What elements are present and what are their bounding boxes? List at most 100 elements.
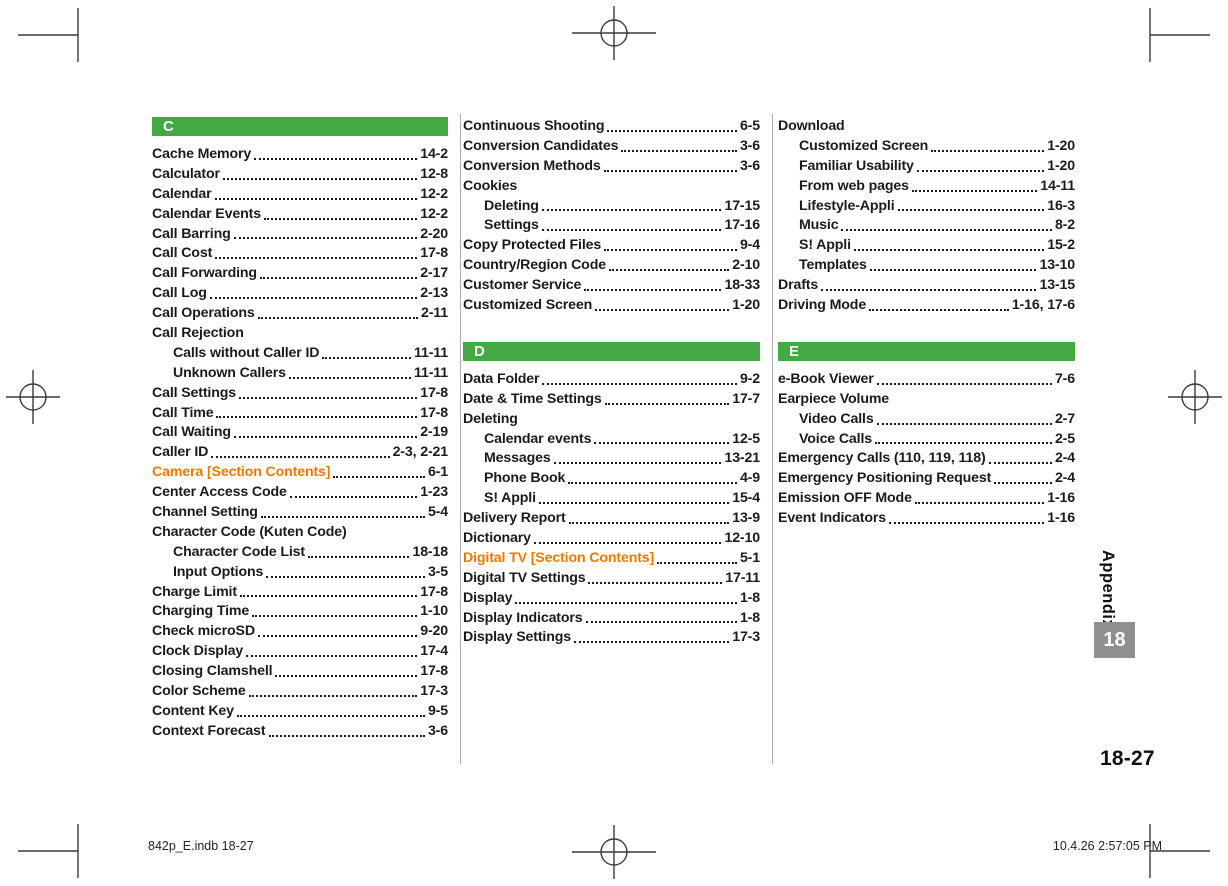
index-entry-label: Emission OFF Mode	[778, 490, 912, 507]
index-entry-page: 17-8	[420, 583, 448, 600]
index-entry-page: 17-8	[420, 384, 448, 401]
index-entry: From web pages 14-11	[778, 177, 1075, 197]
index-entry-page: 3-6	[739, 137, 760, 154]
dot-leader	[236, 384, 420, 404]
index-entry-page: 17-3	[732, 629, 760, 646]
index-entry-page: 16-3	[1047, 197, 1075, 214]
index-entry-page: 2-4	[1054, 450, 1075, 467]
dot-leader	[914, 157, 1047, 177]
index-entry-page: 17-4	[420, 643, 448, 660]
index-entry: Customer Service 18-33	[463, 276, 760, 296]
index-entry: Call Waiting 2-19	[152, 423, 448, 443]
index-entry: Charge Limit 17-8	[152, 583, 448, 603]
dot-leader	[258, 503, 428, 523]
dot-leader	[539, 370, 740, 390]
dot-leader	[213, 404, 420, 424]
index-entry: S! Appli 15-4	[463, 489, 760, 509]
column-divider	[460, 114, 461, 764]
index-entry-label: Date & Time Settings	[463, 390, 602, 407]
index-entry-page: 14-2	[420, 146, 448, 162]
index-entry: Data Folder 9-2	[463, 370, 760, 390]
index-entry-page: 9-2	[739, 370, 760, 387]
index-entry: Deleting	[463, 410, 760, 430]
dot-leader	[581, 276, 724, 296]
section-header-d: D	[463, 341, 760, 361]
index-entry: Phone Book 4-9	[463, 469, 760, 489]
index-entry-label: Context Forecast	[152, 722, 266, 739]
index-entry: Display Settings 17-3	[463, 628, 760, 648]
dot-leader	[536, 489, 732, 509]
index-entry-page: 7-6	[1054, 370, 1075, 387]
index-entry-label: Charge Limit	[152, 583, 237, 600]
dot-leader	[319, 344, 414, 364]
index-entry-label: Character Code List	[173, 543, 305, 560]
index-entry-label: Digital TV Settings	[463, 569, 586, 586]
index-entry-label: Familiar Usability	[799, 157, 914, 174]
index-entry: Voice Calls 2-5	[778, 430, 1075, 450]
index-entry-label: Phone Book	[484, 470, 566, 487]
dot-leader	[257, 264, 420, 284]
dot-leader	[867, 256, 1040, 276]
index-entry-label: Call Forwarding	[152, 265, 257, 282]
dot-leader	[909, 177, 1040, 197]
index-entry: Check microSD 9-20	[152, 622, 448, 642]
index-entry-label: Display Indicators	[463, 609, 583, 626]
index-entry: Dictionary 12-10	[463, 529, 760, 549]
index-entry: Caller ID 2-3, 2-21	[152, 443, 448, 463]
dot-leader	[539, 197, 725, 217]
index-entry-label: Call Operations	[152, 305, 255, 322]
index-entry: Call Time 17-8	[152, 404, 448, 424]
index-entry-label: Dictionary	[463, 530, 531, 547]
section-header-letter: D	[474, 342, 485, 360]
dot-leader	[243, 642, 420, 662]
index-entry-page: 17-3	[420, 683, 448, 700]
index-entry-label: Display Settings	[463, 629, 571, 646]
index-entry: Settings 17-16	[463, 216, 760, 236]
index-entry-label: Call Cost	[152, 245, 213, 262]
index-entry-page: 15-2	[1047, 237, 1075, 254]
index-entry-label: S! Appli	[484, 490, 536, 507]
index-entry-page: 2-11	[420, 305, 448, 322]
footer-file-name: 842p_E.indb 18-27	[148, 839, 254, 853]
dot-leader	[866, 296, 1012, 316]
index-entry-page: 9-20	[420, 623, 448, 640]
index-entry-label: Video Calls	[799, 410, 874, 427]
index-entry: Cache Memory 14-2	[152, 145, 448, 165]
index-entry-label: Customized Screen	[463, 297, 593, 314]
index-entry-label: Customer Service	[463, 277, 582, 294]
index-entry-label: Delivery Report	[463, 510, 566, 527]
index-entry: Charging Time 1-10	[152, 602, 448, 622]
index-entry-label: Channel Setting	[152, 504, 258, 521]
index-entry: Calls without Caller ID 11-11	[152, 344, 448, 364]
index-entry: Context Forecast 3-6	[152, 722, 448, 742]
index-entry-page: 4-9	[739, 470, 760, 487]
index-entry: Customized Screen 1-20	[463, 296, 760, 316]
index-entry: Deleting 17-15	[463, 197, 760, 217]
dot-leader	[991, 469, 1055, 489]
index-entry-label: Cache Memory	[152, 146, 252, 162]
index-entry-page: 1-20	[1047, 137, 1075, 154]
crop-mark-top-right	[1149, 8, 1210, 62]
index-entry-label: Earpiece Volume	[778, 390, 890, 407]
index-entry-page: 8-2	[1054, 217, 1075, 234]
index-entry: Lifestyle-Appli 16-3	[778, 197, 1075, 217]
index-entry-page: 17-16	[724, 217, 760, 234]
index-column-2: Continuous Shooting 6-5 Conversion Candida…	[463, 117, 760, 648]
index-entry-label: Continuous Shooting	[463, 118, 605, 134]
dot-leader	[912, 489, 1047, 509]
index-entry: Emergency Calls (110, 119, 118) 2-4	[778, 449, 1075, 469]
index-entry-page: 12-2	[420, 205, 448, 222]
index-entry-label: Settings	[484, 217, 539, 234]
index-entry: Content Key 9-5	[152, 702, 448, 722]
index-entry-page: 1-20	[732, 297, 760, 314]
dot-leader	[266, 722, 428, 742]
index-entry-label: Cookies	[463, 177, 518, 194]
index-entry-label: Content Key	[152, 702, 234, 719]
index-entry-page: 2-19	[420, 424, 448, 441]
index-entry: Continuous Shooting 6-5	[463, 117, 760, 137]
index-entry-page: 2-4	[1054, 470, 1075, 487]
dot-leader	[237, 583, 420, 603]
crop-mark-top-left	[18, 8, 79, 62]
index-entry: Unknown Callers 11-11	[152, 364, 448, 384]
index-entry-page: 12-2	[420, 185, 448, 202]
